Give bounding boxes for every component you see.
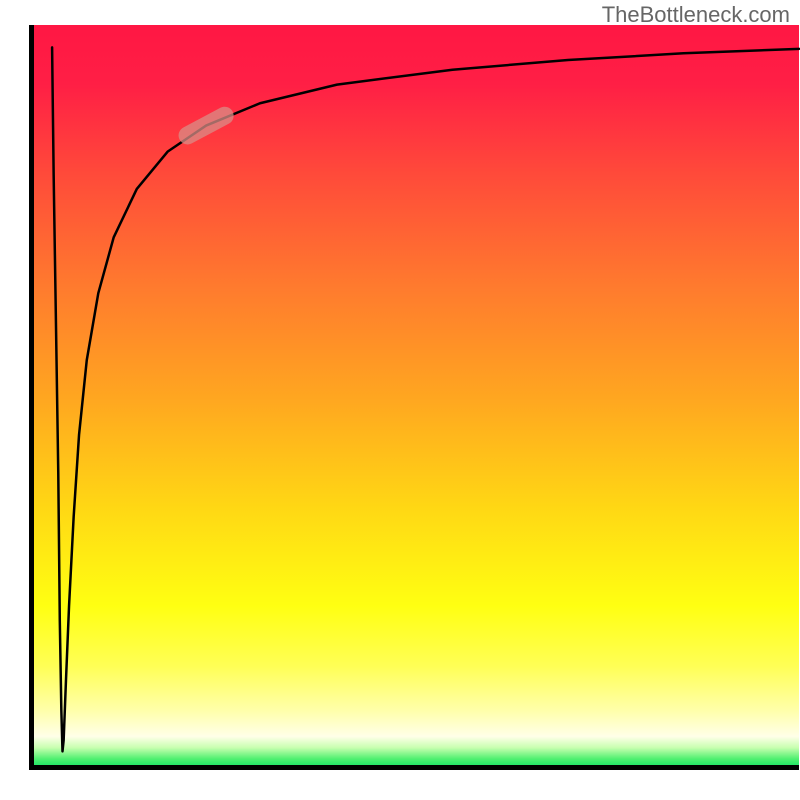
x-axis-line <box>29 765 799 770</box>
y-axis-line <box>29 25 34 770</box>
plot-overlay-svg <box>29 25 799 770</box>
bottleneck-curve <box>52 47 799 751</box>
chart-container: TheBottleneck.com <box>0 0 800 800</box>
attribution-label: TheBottleneck.com <box>602 2 790 28</box>
curve-marker-pill <box>175 104 236 148</box>
plot-area <box>29 25 799 770</box>
